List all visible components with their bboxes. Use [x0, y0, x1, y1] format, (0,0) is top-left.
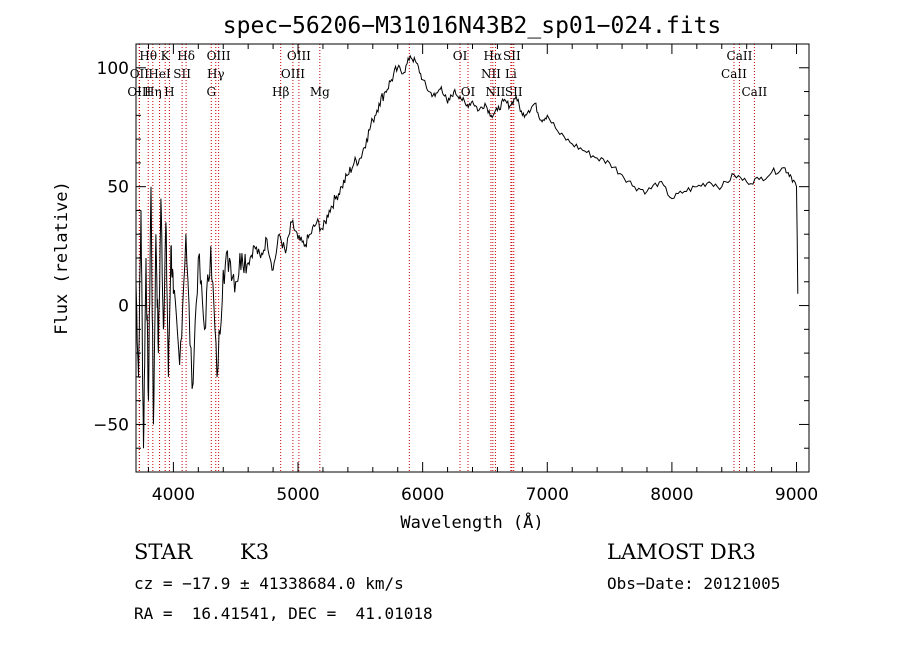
obs-date: Obs−Date: 20121005 [607, 574, 781, 593]
emission-line-label: OII [130, 67, 150, 81]
emission-line-label: OIII [281, 67, 305, 81]
emission-line-label: Hθ [139, 49, 157, 63]
emission-line-label: Li [505, 67, 517, 81]
x-tick-label: 7000 [526, 485, 569, 505]
y-tick-label: 100 [97, 59, 129, 79]
emission-line-label: Hη [144, 85, 162, 99]
x-tick-label: 5000 [276, 485, 319, 505]
emission-line-label: NII [485, 85, 505, 99]
y-axis-ticks: −50 0 50 100 [93, 43, 809, 473]
emission-line-label: SII [173, 67, 191, 81]
spectrum-series [135, 54, 799, 449]
x-axis-label: Wavelength (Å) [400, 511, 543, 533]
emission-line-label: CaII [741, 85, 767, 99]
emission-line-label: OIII [287, 49, 311, 63]
x-tick-label: 6000 [401, 485, 444, 505]
emission-line-label: HeI [148, 67, 171, 81]
emission-line-label: Hβ [272, 85, 289, 99]
x-tick-label: 8000 [650, 485, 693, 505]
x-tick-label: 9000 [775, 485, 818, 505]
emission-line-label: K [161, 49, 171, 63]
chart-title: spec−56206−M31016N43B2_sp01−024.fits [223, 13, 722, 39]
emission-line-label: SII [505, 85, 523, 99]
y-tick-label: 50 [107, 178, 129, 198]
emission-line-label: Hα [484, 49, 503, 63]
emission-line-label: H [164, 85, 174, 99]
coordinates: RA = 16.41541, DEC = 41.01018 [134, 604, 433, 623]
emission-line-label: OIII [207, 49, 231, 63]
emission-line-label: CaII [727, 49, 753, 63]
emission-line-label: Hδ [177, 49, 195, 63]
emission-line-label: NII [481, 67, 501, 81]
redshift-line: cz = −17.9 ± 41338684.0 km/s [134, 574, 404, 593]
emission-line-label: CaII [721, 67, 747, 81]
plot-frame [135, 43, 810, 473]
emission-line-label: OI [453, 49, 468, 63]
y-tick-label: −50 [93, 415, 129, 435]
x-tick-label: 4000 [152, 485, 195, 505]
object-subclass: K3 [240, 540, 270, 564]
survey-name: LAMOST DR3 [607, 540, 756, 564]
emission-line-label: SII [503, 49, 521, 63]
x-axis-ticks: 4000 5000 6000 7000 8000 9000 [147, 44, 818, 505]
emission-line-label: G [206, 85, 216, 99]
emission-line-label: OI [461, 85, 476, 99]
emission-line-markers [138, 44, 755, 472]
emission-line-label: Mg [310, 85, 330, 99]
emission-line-label: Hγ [207, 67, 225, 81]
object-class: STAR [134, 540, 193, 564]
y-axis-label: Flux (relative) [52, 181, 72, 335]
y-tick-label: 0 [118, 297, 129, 317]
